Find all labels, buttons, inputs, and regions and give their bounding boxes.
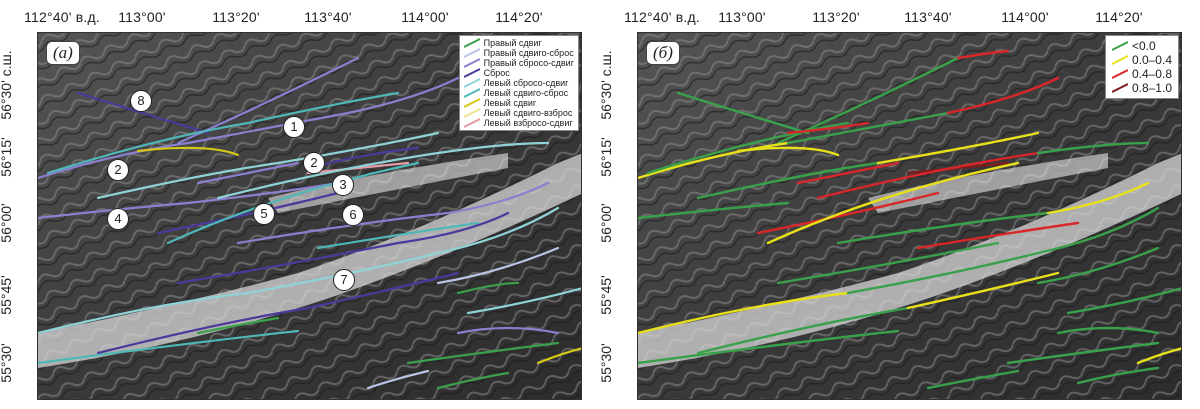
legend-label: <0.0 <box>1131 39 1156 53</box>
fault-number-label: 2 <box>107 159 129 181</box>
lon-tick: 112°40' в.д. <box>624 9 700 25</box>
legend-item: Левый сдвиг <box>463 98 574 108</box>
lon-tick: 114°20' <box>1095 9 1143 25</box>
legend-swatch <box>463 68 480 78</box>
lat-tick: 56°30' с.ш. <box>598 50 614 120</box>
map-panel-b: 112°40' в.д. 113°00' 113°20' 113°40' 114… <box>598 0 1200 409</box>
lon-tick: 113°20' <box>812 9 860 25</box>
legend-label: Правый сбросо-сдвиг <box>483 58 574 68</box>
lat-tick: 55°45' <box>0 275 14 315</box>
legend-label: 0.0–0.4 <box>1131 53 1172 67</box>
fault-number-label: 4 <box>107 208 129 230</box>
panel-label-b: (б) <box>646 41 680 65</box>
legend-item: Левый сдвиго-сброс <box>463 88 574 98</box>
legend-item: Левый взбросо-сдвиг <box>463 118 574 128</box>
legend-item: <0.0 <box>1111 39 1172 53</box>
legend-swatch <box>1111 83 1128 93</box>
fault-number-label: 2 <box>303 152 325 174</box>
lon-tick: 113°40' <box>304 9 352 25</box>
legend-item: 0.8–1.0 <box>1111 81 1172 95</box>
legend-label: Левый сдвиго-взброс <box>483 108 573 118</box>
legend-label: Сброс <box>483 68 510 78</box>
fault-number-label: 3 <box>332 174 354 196</box>
lon-tick: 113°40' <box>904 9 952 25</box>
lon-tick: 113°00' <box>118 9 166 25</box>
fault-number-label: 8 <box>130 90 152 112</box>
legend-swatch <box>463 108 480 118</box>
lon-tick: 114°00' <box>1001 9 1049 25</box>
panel-label-a: (а) <box>46 41 80 65</box>
lon-tick: 112°40' в.д. <box>24 9 100 25</box>
legend-item: Левый сбросо-сдвиг <box>463 78 574 88</box>
lat-tick: 55°30' <box>0 343 14 383</box>
legend-swatch <box>1111 41 1128 51</box>
legend-label: Левый взбросо-сдвиг <box>483 118 573 128</box>
legend-item: Сброс <box>463 68 574 78</box>
lon-tick: 113°20' <box>212 9 260 25</box>
lat-tick: 56°00' <box>598 203 614 243</box>
legend-swatch <box>463 118 480 128</box>
legend-swatch <box>1111 69 1128 79</box>
legend-label: Левый сдвиг <box>483 98 537 108</box>
legend-swatch <box>463 48 480 58</box>
lat-tick: 55°30' <box>598 343 614 383</box>
lat-tick: 55°45' <box>598 275 614 315</box>
legend-item: 0.0–0.4 <box>1111 53 1172 67</box>
fault-number-label: 6 <box>342 204 364 226</box>
legend-swatch <box>463 78 480 88</box>
lon-tick: 113°00' <box>718 9 766 25</box>
legend-item: Правый сдвиго-сброс <box>463 48 574 58</box>
legend-item: 0.4–0.8 <box>1111 67 1172 81</box>
relief-map-b[interactable]: (б) <0.0 0.0–0.4 0.4–0.8 0.8–1.0 <box>637 32 1182 400</box>
lat-tick: 56°15' <box>598 137 614 177</box>
relief-map-graphic <box>638 33 1181 399</box>
legend-item: Правый сбросо-сдвиг <box>463 58 574 68</box>
legend-swatch <box>1111 55 1128 65</box>
legend-label: Правый сдвиго-сброс <box>483 48 574 58</box>
relief-map-a[interactable]: (а) 1 2 3 2 4 5 6 7 8 Правый сдвиг Правы… <box>37 32 582 400</box>
legend-b: <0.0 0.0–0.4 0.4–0.8 0.8–1.0 <box>1104 35 1179 99</box>
lat-tick: 56°15' <box>0 137 14 177</box>
legend-label: Правый сдвиг <box>483 38 542 48</box>
legend-label: Левый сбросо-сдвиг <box>483 78 569 88</box>
legend-swatch <box>463 98 480 108</box>
legend-item: Левый сдвиго-взброс <box>463 108 574 118</box>
lon-tick: 114°20' <box>495 9 543 25</box>
legend-swatch <box>463 88 480 98</box>
lat-tick: 56°30' с.ш. <box>0 50 14 120</box>
map-panel-a: 112°40' в.д. 113°00' 113°20' 113°40' 114… <box>0 9 582 400</box>
legend-a: Правый сдвиг Правый сдвиго-сброс Правый … <box>458 35 579 131</box>
lon-tick: 114°00' <box>401 9 449 25</box>
legend-swatch <box>463 38 480 48</box>
legend-label: Левый сдвиго-сброс <box>483 88 569 98</box>
legend-label: 0.8–1.0 <box>1131 81 1172 95</box>
legend-label: 0.4–0.8 <box>1131 67 1172 81</box>
fault-number-label: 1 <box>283 116 305 138</box>
legend-swatch <box>463 58 480 68</box>
fault-number-label: 5 <box>253 203 275 225</box>
lat-tick: 56°00' <box>0 203 14 243</box>
fault-number-label: 7 <box>333 269 355 291</box>
legend-item: Правый сдвиг <box>463 38 574 48</box>
